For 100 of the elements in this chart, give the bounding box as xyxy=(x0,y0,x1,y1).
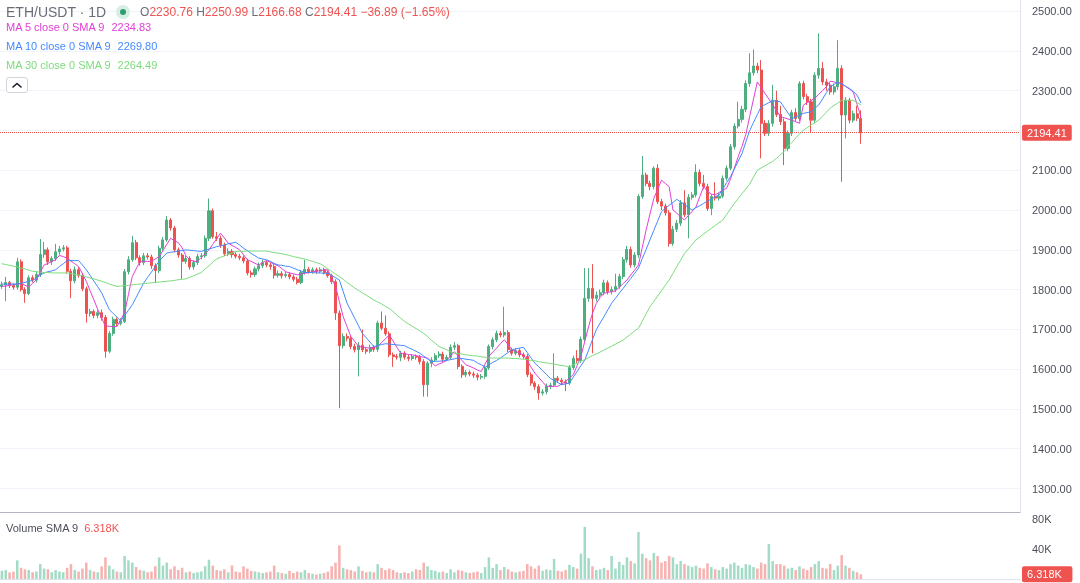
candlestick xyxy=(606,279,609,295)
candlestick xyxy=(556,375,559,384)
text: MA 30 close 0 SMA 9 xyxy=(6,59,111,71)
bar xyxy=(752,567,755,579)
candlestick xyxy=(234,251,237,260)
candlestick xyxy=(89,308,92,318)
candlestick xyxy=(54,243,57,262)
bar xyxy=(85,562,88,579)
candlestick xyxy=(411,353,414,361)
y-tick-label: 1400.00 xyxy=(1032,442,1072,455)
bar xyxy=(779,564,782,579)
candlestick xyxy=(595,291,598,303)
candlestick xyxy=(31,274,34,283)
bar xyxy=(618,561,621,579)
bar xyxy=(748,564,751,579)
chart-title: ETH/USDT · 1D xyxy=(6,4,107,20)
bar xyxy=(453,572,456,579)
candlestick xyxy=(464,369,467,378)
annotation: 2264.49 xyxy=(117,58,158,72)
bar xyxy=(798,566,801,579)
candlestick xyxy=(357,341,360,377)
bar xyxy=(380,567,383,579)
candlestick xyxy=(476,372,479,381)
bar xyxy=(706,563,709,579)
y-tick-label: 2000.00 xyxy=(1032,204,1072,217)
bar xyxy=(430,570,433,579)
candlestick xyxy=(376,320,379,353)
bar xyxy=(445,573,448,579)
chart-title: Volume SMA 9 xyxy=(6,522,79,534)
bar xyxy=(292,573,295,579)
bar xyxy=(8,572,11,579)
bar xyxy=(568,564,571,579)
bar xyxy=(821,567,824,579)
bar xyxy=(246,568,249,579)
candlestick xyxy=(227,247,230,257)
bar xyxy=(525,564,529,579)
bar xyxy=(31,572,34,579)
bar xyxy=(62,572,65,579)
candlestick xyxy=(798,80,801,122)
bar xyxy=(123,555,126,579)
candlestick xyxy=(349,335,352,350)
bar xyxy=(564,570,567,579)
bar xyxy=(265,572,268,579)
bar xyxy=(177,570,180,579)
bar xyxy=(399,573,402,579)
bar xyxy=(656,555,659,579)
candlestick xyxy=(503,306,506,338)
bar xyxy=(502,567,506,579)
bar xyxy=(637,532,640,579)
candlestick xyxy=(468,369,471,377)
candlestick xyxy=(629,246,632,269)
bar xyxy=(514,572,518,579)
bar xyxy=(315,574,318,579)
candlestick xyxy=(848,97,851,124)
candlestick xyxy=(104,314,107,359)
candlestick xyxy=(92,309,95,319)
bar xyxy=(729,564,732,579)
bar xyxy=(541,570,544,579)
bar xyxy=(476,571,479,579)
bar xyxy=(802,568,805,579)
bar xyxy=(169,569,172,579)
bar xyxy=(403,572,406,579)
bar xyxy=(192,573,195,579)
bar xyxy=(173,566,176,579)
bar xyxy=(518,571,521,579)
candlestick xyxy=(296,276,299,285)
bar xyxy=(426,566,429,579)
candlestick xyxy=(652,165,655,190)
ref-line-label: 2194.41 xyxy=(1027,126,1067,139)
candlestick xyxy=(280,270,283,279)
bar xyxy=(825,568,828,579)
text: MA 5 close 0 SMA 9 xyxy=(6,21,105,33)
candlestick xyxy=(710,193,713,216)
bar xyxy=(353,571,356,579)
bar xyxy=(330,566,333,579)
candlestick xyxy=(246,258,249,276)
candlestick xyxy=(714,181,717,201)
bar xyxy=(284,573,287,579)
bar xyxy=(242,566,245,579)
bar xyxy=(422,562,425,579)
candlestick xyxy=(288,271,291,280)
bar xyxy=(817,561,820,579)
bar xyxy=(338,545,341,579)
candlestick xyxy=(238,253,241,261)
candlestick xyxy=(96,309,99,319)
bar xyxy=(840,555,843,579)
bar xyxy=(775,564,778,579)
y-tick-label: 1700.00 xyxy=(1032,323,1072,336)
candlestick xyxy=(434,352,437,363)
bar xyxy=(595,570,598,579)
bar xyxy=(468,573,471,579)
candlestick xyxy=(687,193,690,239)
bar xyxy=(4,570,8,579)
candlestick xyxy=(62,244,65,252)
bar xyxy=(12,571,15,579)
candlestick xyxy=(426,360,429,398)
y-tick-label: 1800.00 xyxy=(1032,283,1072,296)
y-tick-label: 80K xyxy=(1032,513,1053,526)
bar xyxy=(733,562,736,579)
bar xyxy=(58,571,61,579)
